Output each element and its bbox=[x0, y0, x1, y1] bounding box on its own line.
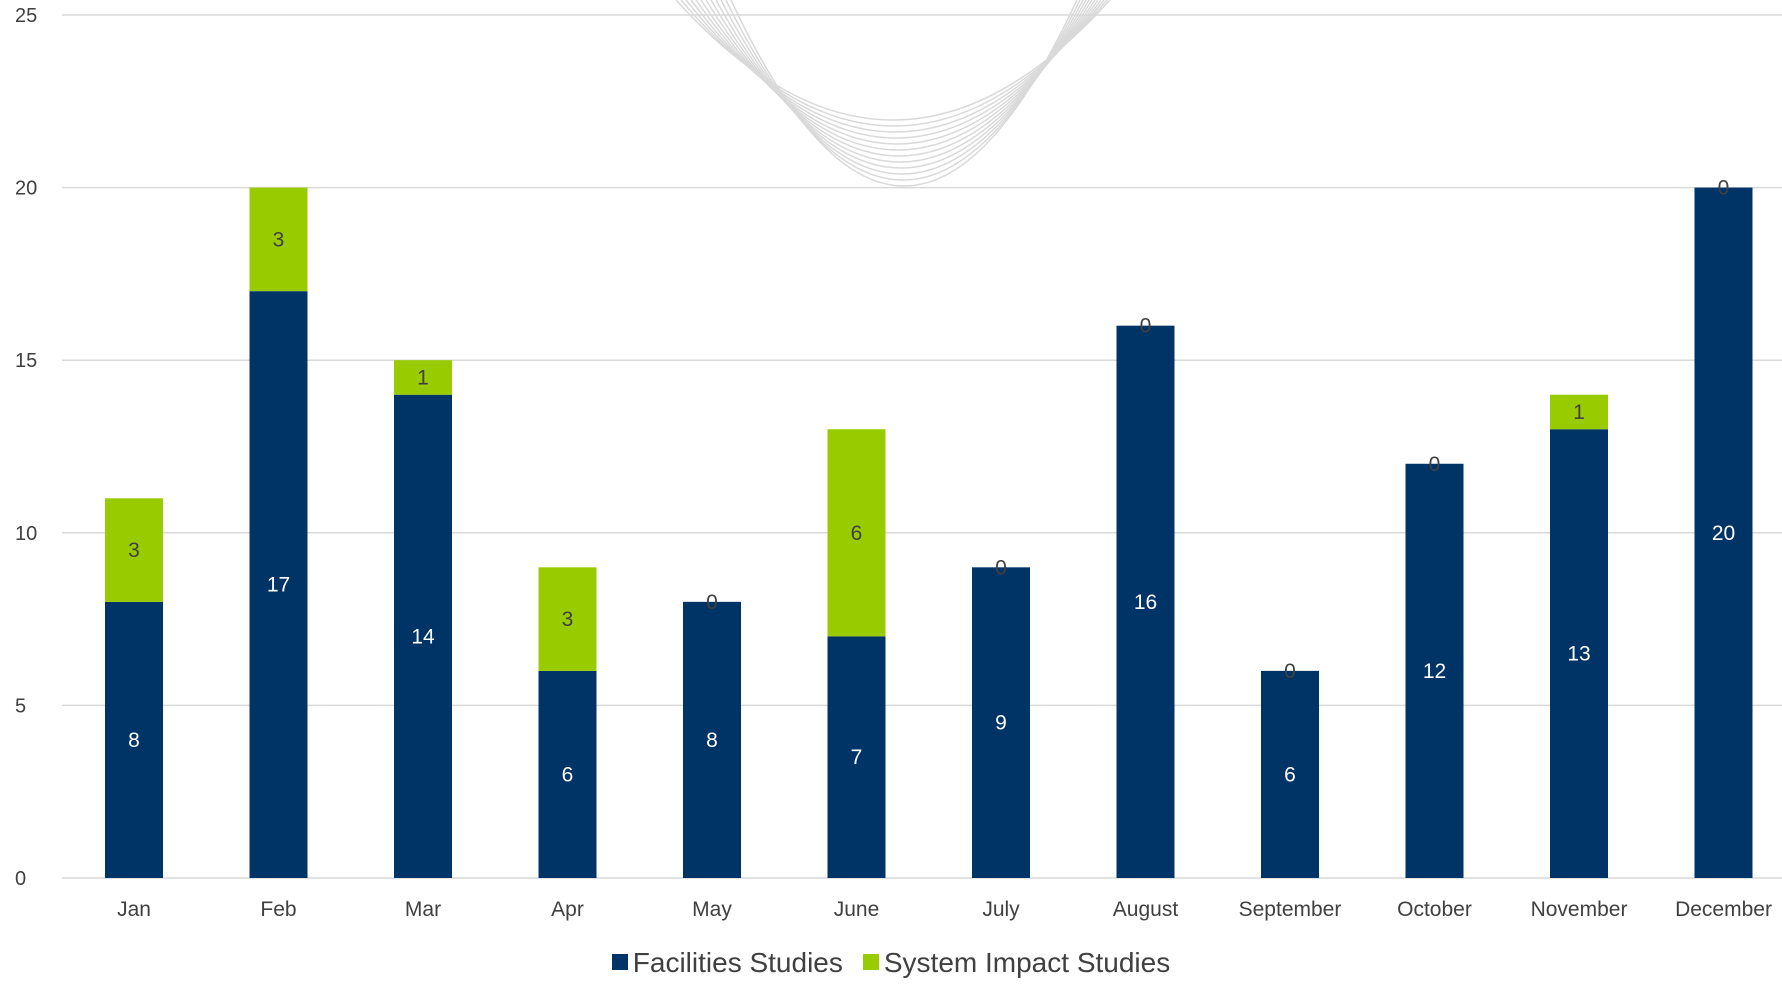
y-tick-label: 10 bbox=[15, 523, 37, 545]
data-label: 20 bbox=[1712, 522, 1735, 545]
bar-segment bbox=[1405, 463, 1464, 878]
bar-segment bbox=[972, 567, 1030, 878]
legend-label: System Impact Studies bbox=[883, 947, 1171, 978]
data-label: 1 bbox=[417, 366, 429, 389]
bar-segment bbox=[1116, 325, 1175, 878]
data-label: 8 bbox=[128, 729, 140, 752]
data-label: 1 bbox=[1573, 401, 1585, 424]
y-axis: 0 5 10 15 20 25 bbox=[15, 5, 37, 890]
data-label: 3 bbox=[562, 608, 574, 631]
x-tick-label: May bbox=[692, 898, 732, 921]
bar-segment bbox=[538, 567, 597, 671]
legend-item: Facilities Studies bbox=[611, 946, 843, 980]
data-label: 13 bbox=[1567, 643, 1590, 666]
data-label: 3 bbox=[273, 228, 285, 251]
legend-swatch bbox=[862, 954, 879, 970]
x-tick-label: Mar bbox=[405, 898, 441, 921]
y-tick-label: 20 bbox=[15, 178, 37, 200]
data-label: 0 bbox=[1140, 315, 1152, 338]
bar-segment bbox=[538, 670, 597, 878]
data-label: 12 bbox=[1423, 660, 1446, 683]
data-label: 6 bbox=[1284, 763, 1296, 786]
data-label: 8 bbox=[706, 729, 718, 752]
bar-segment bbox=[249, 291, 308, 878]
bar-segment bbox=[1261, 670, 1319, 878]
legend: Facilities Studies System Impact Studies bbox=[0, 946, 1782, 980]
watermark-curves bbox=[675, 0, 1111, 187]
data-label: 7 bbox=[851, 746, 863, 769]
bar-segment bbox=[249, 187, 308, 292]
x-tick-label: November bbox=[1531, 898, 1628, 921]
data-label: 16 bbox=[1134, 591, 1157, 614]
data-label: 0 bbox=[706, 591, 718, 614]
bar-segment bbox=[105, 498, 163, 602]
bar-segment bbox=[105, 601, 163, 878]
x-tick-label: July bbox=[982, 898, 1020, 921]
data-label: 17 bbox=[267, 574, 290, 597]
legend-item: System Impact Studies bbox=[862, 946, 1171, 980]
data-label: 0 bbox=[1718, 177, 1730, 200]
bar-segment bbox=[1550, 429, 1608, 878]
y-tick-label: 5 bbox=[15, 695, 26, 717]
data-label: 6 bbox=[562, 763, 574, 786]
bars bbox=[105, 187, 1753, 879]
x-tick-label: September bbox=[1239, 898, 1342, 921]
data-label: 6 bbox=[851, 522, 863, 545]
bar-segment bbox=[394, 360, 452, 395]
y-tick-label: 25 bbox=[15, 5, 37, 27]
x-axis: Jan Feb Mar Apr May June July August September Oc… bbox=[117, 898, 1772, 921]
x-tick-label: June bbox=[834, 898, 880, 921]
x-tick-label: October bbox=[1397, 898, 1472, 921]
x-tick-label: August bbox=[1113, 898, 1179, 921]
watermark-curve bbox=[730, 0, 1078, 187]
y-tick-label: 0 bbox=[15, 868, 26, 890]
bar-segment bbox=[827, 636, 886, 878]
bar-segment bbox=[1550, 394, 1608, 430]
data-label: 0 bbox=[1284, 660, 1296, 683]
data-label: 9 bbox=[995, 712, 1007, 735]
gridlines bbox=[62, 14, 1782, 879]
x-tick-label: Apr bbox=[551, 898, 584, 921]
x-tick-label: Jan bbox=[117, 898, 151, 921]
bar-segment bbox=[394, 394, 452, 878]
x-tick-label: Feb bbox=[260, 898, 296, 921]
data-label: 3 bbox=[128, 539, 140, 562]
bar-segment bbox=[827, 429, 886, 637]
data-label: 0 bbox=[1429, 453, 1441, 476]
legend-swatch bbox=[611, 954, 628, 970]
bar-segment bbox=[1694, 187, 1753, 879]
x-tick-label: December bbox=[1675, 898, 1772, 921]
data-label: 14 bbox=[411, 625, 435, 648]
y-tick-label: 15 bbox=[15, 350, 37, 372]
legend-label: Facilities Studies bbox=[632, 947, 843, 978]
data-label: 0 bbox=[995, 556, 1007, 579]
bar-segment bbox=[683, 601, 741, 878]
